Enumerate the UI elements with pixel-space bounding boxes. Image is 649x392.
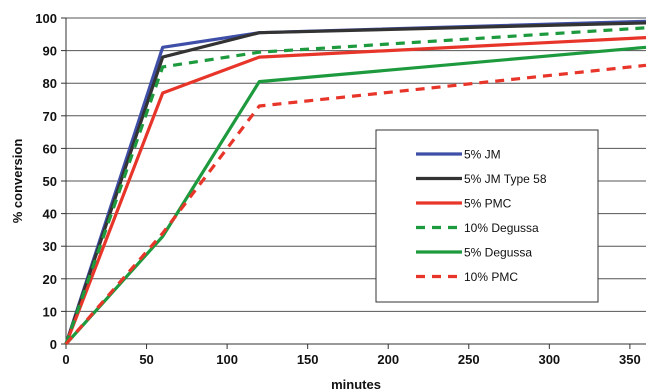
x-tick-label: 50 <box>139 352 153 367</box>
x-tick-label: 350 <box>619 352 641 367</box>
y-axis-title: % conversion <box>10 139 25 224</box>
series-line-10-pmc <box>64 63 647 346</box>
y-tick-label: 60 <box>43 141 57 156</box>
y-tick-label: 50 <box>43 174 57 189</box>
series-lines <box>64 19 647 346</box>
x-tick-label: 100 <box>216 352 238 367</box>
x-tick-label: 150 <box>297 352 319 367</box>
x-tick-label: 250 <box>458 352 480 367</box>
legend: 5% JM 5% JM Type 58 5% PMC 10% Degussa 5% De… <box>375 129 599 303</box>
legend-item: 5% JM <box>416 148 501 162</box>
legend-label: 5% JM <box>464 148 501 162</box>
x-tick-label: 300 <box>538 352 560 367</box>
x-tick-label: 0 <box>62 352 69 367</box>
x-axis-title: minutes <box>331 377 381 392</box>
axes <box>61 17 646 349</box>
y-tick-label: 40 <box>43 207 57 222</box>
y-tick-label: 80 <box>43 76 57 91</box>
series-line-5-pmc <box>64 36 647 345</box>
legend-item: 5% Degussa <box>416 246 532 260</box>
y-tick-label: 100 <box>35 11 57 26</box>
legend-label: 5% PMC <box>464 197 512 211</box>
gridlines <box>66 17 646 345</box>
y-tick-label: 90 <box>43 44 57 59</box>
y-tick-label: 70 <box>43 109 57 124</box>
y-tick-label: 0 <box>50 337 57 352</box>
legend-item: 10% PMC <box>416 270 518 284</box>
legend-item: 5% JM Type 58 <box>416 172 547 186</box>
y-tick-label: 30 <box>43 239 57 254</box>
y-tick-label: 20 <box>43 272 57 287</box>
legend-item: 10% Degussa <box>416 221 539 235</box>
legend-label: 10% PMC <box>464 270 518 284</box>
legend-label: 10% Degussa <box>464 221 539 235</box>
legend-label: 5% JM Type 58 <box>464 172 547 186</box>
legend-box <box>375 129 599 303</box>
series-line-5-jm-type-58 <box>64 21 647 345</box>
legend-label: 5% Degussa <box>464 246 532 260</box>
y-tick-label: 10 <box>43 304 57 319</box>
legend-item: 5% PMC <box>416 197 512 211</box>
x-tick-label: 200 <box>377 352 399 367</box>
series-line-10-degussa <box>64 26 647 345</box>
tick-labels: 0 10 20 30 40 50 60 70 80 90 100 0 50 100 150 200 250 300… <box>35 11 640 367</box>
